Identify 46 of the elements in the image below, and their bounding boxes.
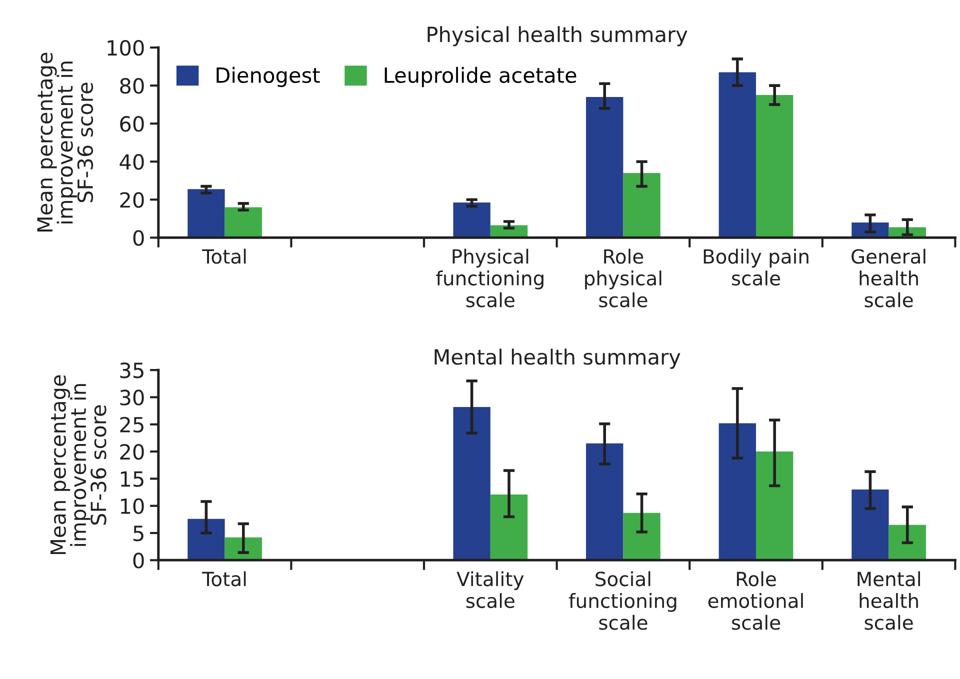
y-axis-title: Mean percentage improvement in SF-36 score (50, 375, 106, 554)
y-tick-label: 80 (120, 78, 144, 94)
x-tick-label: Physical functioning scale (436, 248, 544, 308)
y-tick-label: 20 (120, 444, 144, 460)
bar (188, 518, 225, 560)
bar (718, 423, 756, 560)
y-tick-label: 5 (134, 526, 144, 542)
bar (453, 202, 490, 238)
bar (623, 512, 660, 560)
x-tick-label: Vitality scale (456, 571, 524, 608)
x-tick-label: Bodily pain scale (704, 248, 808, 286)
bar (224, 207, 262, 238)
bar (756, 95, 794, 238)
y-tick-label: 15 (120, 471, 144, 487)
y-tick-label: 60 (120, 116, 144, 132)
y-axis-title: Mean percentage improvement in SF-36 score (37, 52, 94, 232)
chart-title: Mental health summary (434, 348, 680, 369)
x-tick-label: Social functioning scale (568, 571, 676, 630)
x-tick-label: General health scale (852, 248, 926, 308)
bar (490, 494, 528, 560)
chart-title: Physical health summary (428, 26, 688, 46)
bar (756, 452, 794, 560)
y-tick-label: 100 (108, 40, 144, 56)
y-tick-label: 40 (120, 154, 144, 170)
x-tick-label: Total (202, 571, 246, 586)
bar (453, 406, 490, 560)
y-tick-label: 30 (120, 390, 144, 406)
y-tick-label: 0 (133, 230, 144, 246)
y-tick-label: 35 (120, 362, 144, 378)
bar (188, 189, 225, 238)
x-tick-label: Mental health scale (858, 571, 920, 630)
bar (586, 96, 624, 238)
legend-label: Leuprolide acetate (384, 66, 576, 88)
bar (718, 72, 756, 238)
legend-label: Dienogest (216, 66, 320, 88)
bar (623, 173, 660, 238)
bar (852, 490, 889, 560)
bar (586, 443, 624, 560)
bar (888, 524, 926, 560)
y-tick-label: 0 (133, 552, 144, 568)
y-tick-label: 25 (120, 416, 144, 433)
x-tick-label: Role physical scale (585, 248, 662, 308)
x-tick-label: Role emotional scale (708, 571, 803, 630)
y-tick-label: 10 (120, 498, 144, 514)
x-tick-label: Total (202, 248, 246, 264)
y-tick-label: 20 (120, 192, 144, 208)
